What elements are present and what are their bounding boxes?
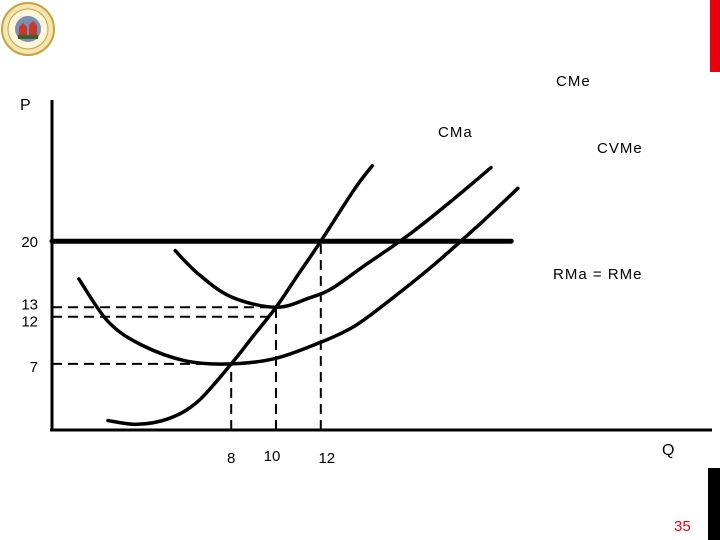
reference-lines xyxy=(52,241,322,430)
y-tick-13: 13 xyxy=(21,296,38,313)
curves xyxy=(49,163,520,427)
y-tick-7: 7 xyxy=(30,359,38,376)
x-tick-8: 8 xyxy=(227,450,235,467)
series-cme xyxy=(173,165,493,310)
university-seal-logo xyxy=(1,2,55,56)
x-tick-labels: 8 10 12 xyxy=(227,448,335,467)
y-axis-label: P xyxy=(20,97,31,114)
label-cvme: CVMe xyxy=(597,140,643,157)
label-rma-rme: RMa = RMe xyxy=(553,266,642,283)
label-cme: CMe xyxy=(556,73,591,90)
series-cvme xyxy=(77,186,520,366)
y-tick-12: 12 xyxy=(21,314,38,331)
series-cma xyxy=(106,163,375,427)
label-cma: CMa xyxy=(438,124,473,141)
y-tick-20: 20 xyxy=(21,234,38,251)
x-tick-12: 12 xyxy=(318,450,335,467)
accent-bar-top xyxy=(710,0,720,72)
x-tick-10: 10 xyxy=(264,448,281,465)
page-number: 35 xyxy=(674,518,691,535)
accent-bar-bottom xyxy=(708,468,720,540)
x-axis-label: Q xyxy=(662,442,674,459)
